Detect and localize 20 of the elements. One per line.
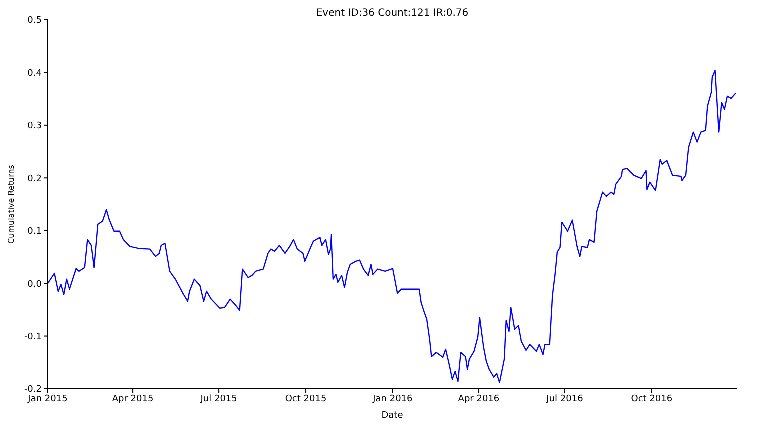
x-axis-title: Date (382, 411, 404, 421)
x-tick-label: Apr 2015 (112, 394, 154, 404)
y-tick-label: 0.4 (28, 68, 42, 79)
y-tick-label: -0.1 (24, 332, 42, 342)
y-tick-label: 0.1 (28, 227, 42, 238)
x-tick-label: Jul 2016 (546, 394, 584, 404)
line-series (48, 70, 737, 384)
x-tick-label: Jan 2015 (27, 394, 68, 404)
y-axis-title: Cumulative Returns (6, 165, 16, 244)
x-tick-label: Apr 2016 (458, 394, 500, 404)
x-tick-label: Oct 2016 (631, 394, 673, 404)
y-tick-label: 0.0 (28, 280, 42, 290)
x-tick-label: Jul 2015 (200, 394, 238, 404)
y-tick-label: -0.2 (24, 385, 42, 396)
y-tick-label: 0.5 (28, 16, 42, 26)
x-tick-label: Jan 2016 (372, 394, 414, 404)
y-tick-label: 0.3 (28, 122, 42, 132)
x-tick-label: Oct 2015 (285, 394, 327, 404)
chart-title: Event ID:36 Count:121 IR:0.76 (315, 8, 470, 19)
y-tick-label: 0.2 (28, 174, 42, 184)
